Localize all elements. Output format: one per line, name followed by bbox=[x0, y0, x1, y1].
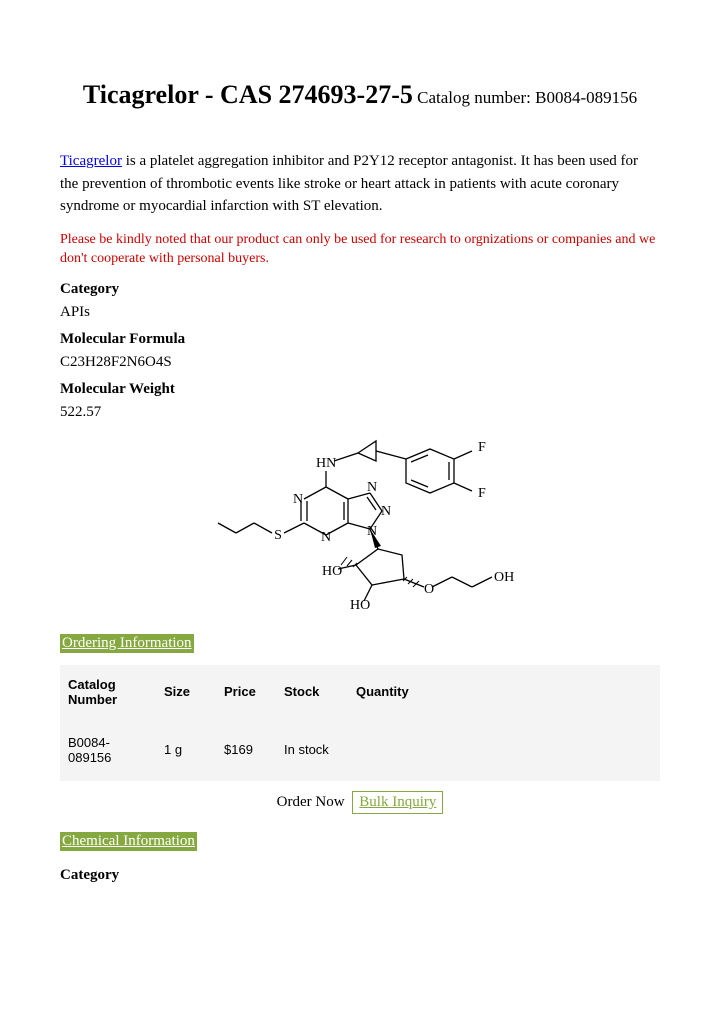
order-actions: Order Now Bulk Inquiry bbox=[60, 791, 660, 814]
svg-text:HN: HN bbox=[316, 456, 336, 471]
col-size: Size bbox=[156, 665, 216, 719]
col-stock: Stock bbox=[276, 665, 348, 719]
ordering-table: Catalog Number Size Price Stock Quantity… bbox=[60, 665, 660, 781]
svg-text:N: N bbox=[321, 530, 331, 545]
cell-stock: In stock bbox=[276, 719, 348, 781]
label-category: Category bbox=[60, 281, 660, 298]
value-weight: 522.57 bbox=[60, 404, 660, 421]
title-main: Ticagrelor - CAS 274693-27-5 bbox=[83, 80, 413, 109]
svg-text:F: F bbox=[478, 440, 486, 455]
research-only-notice: Please be kindly noted that our product … bbox=[60, 230, 660, 269]
cell-price: $169 bbox=[216, 719, 276, 781]
label-weight: Molecular Weight bbox=[60, 381, 660, 398]
svg-text:N: N bbox=[367, 480, 377, 495]
bulk-inquiry-button[interactable]: Bulk Inquiry bbox=[352, 791, 443, 814]
table-header-row: Catalog Number Size Price Stock Quantity bbox=[60, 665, 660, 719]
compound-link[interactable]: Ticagrelor bbox=[60, 153, 122, 169]
svg-text:HO: HO bbox=[350, 598, 370, 613]
molecular-structure: HN N N N N N S F F HO HO O OH bbox=[60, 431, 660, 626]
label-formula: Molecular Formula bbox=[60, 331, 660, 348]
col-catalog: Catalog Number bbox=[60, 665, 156, 719]
page-title: Ticagrelor - CAS 274693-27-5 Catalog num… bbox=[60, 80, 660, 110]
chem-label-category: Category bbox=[60, 867, 660, 884]
section-ordering: Ordering Information bbox=[60, 634, 194, 653]
cell-catalog: B0084-089156 bbox=[60, 719, 156, 781]
title-catalog-number: B0084-089156 bbox=[535, 88, 637, 107]
svg-text:N: N bbox=[293, 492, 303, 507]
svg-text:N: N bbox=[367, 524, 377, 539]
svg-text:N: N bbox=[381, 504, 391, 519]
order-now-button[interactable]: Order Now bbox=[277, 794, 345, 810]
svg-text:OH: OH bbox=[494, 570, 514, 585]
col-quantity: Quantity bbox=[348, 665, 660, 719]
title-catalog-label: Catalog number: bbox=[413, 88, 535, 107]
intro-text: is a platelet aggregation inhibitor and … bbox=[60, 153, 638, 214]
svg-text:HO: HO bbox=[322, 564, 342, 579]
svg-text:S: S bbox=[274, 528, 282, 543]
value-category: APIs bbox=[60, 304, 660, 321]
section-chemical: Chemical Information bbox=[60, 832, 197, 851]
cell-quantity[interactable] bbox=[348, 719, 660, 781]
svg-text:O: O bbox=[424, 582, 434, 597]
cell-size: 1 g bbox=[156, 719, 216, 781]
col-price: Price bbox=[216, 665, 276, 719]
value-formula: C23H28F2N6O4S bbox=[60, 354, 660, 371]
svg-text:F: F bbox=[478, 486, 486, 501]
table-row: B0084-089156 1 g $169 In stock bbox=[60, 719, 660, 781]
intro-paragraph: Ticagrelor is a platelet aggregation inh… bbox=[60, 150, 660, 218]
